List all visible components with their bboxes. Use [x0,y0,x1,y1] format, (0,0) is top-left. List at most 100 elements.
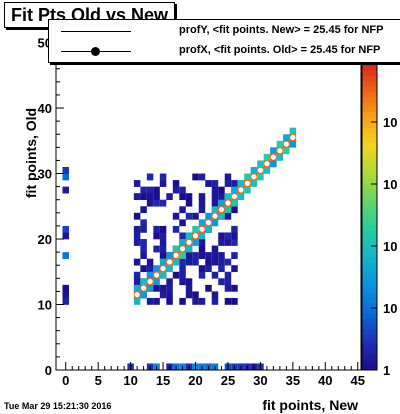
heatmap-cell [146,193,154,201]
legend-entry-profy: profY, <fit points. New> = 25.45 for NFP [49,21,400,41]
colorbar-segment [362,75,377,82]
profile-marker [205,220,212,226]
colorbar-segment [362,292,377,299]
colorbar-segment [362,235,377,242]
heatmap-cell [231,284,238,292]
heatmap-cell [218,265,225,273]
heatmap-cell [140,239,147,246]
colorbar-segment [362,204,377,211]
colorbar-segment [362,96,377,102]
heatmap-cell [192,173,199,181]
x-tick-label: 10 [123,373,137,388]
heatmap-cell [179,219,186,227]
heatmap-cell [218,278,225,286]
colorbar-segment [362,277,377,283]
heatmap-cell [224,258,232,266]
heatmap-cell [205,212,212,220]
heatmap-cell [185,199,193,207]
heatmap-cell [198,265,206,273]
heatmap-cell [140,265,147,273]
colorbar-tick-label: 1 [383,363,390,378]
profile-marker [173,252,179,258]
heatmap-cell [62,186,69,194]
heatmap-cell [257,160,264,168]
colorbar-segment [362,173,377,180]
y-tick-label: 20 [38,232,52,247]
heatmap-cell [166,265,173,273]
y-axis-label: fit points, Old [23,108,39,198]
profile-marker [225,200,231,206]
heatmap-cell [133,258,141,266]
profile-marker [179,246,186,252]
colorbar-segment [362,163,377,169]
profile-marker [153,272,160,278]
heatmap-cell [146,271,154,279]
colorbar-segment [362,220,377,226]
heatmap-cell [185,284,193,292]
colorbar-segment [362,266,377,273]
x-axis: 0 5 10 15 20 25 30 35 40 45 [62,362,365,388]
heatmap-cell [166,284,173,292]
heatmap-cell [198,271,206,279]
heatmap-cell [211,258,219,266]
colorbar-tick-label: 10 [383,115,397,130]
heatmap-cell [231,199,238,207]
heatmap-cell [146,284,154,292]
profile-marker [134,292,140,298]
profile-marker [264,161,270,167]
heatmap-cell [211,206,219,214]
profile-marker [160,265,166,272]
heatmap-cell [224,278,232,286]
profile-marker [186,239,192,245]
colorbar-segment [362,199,377,206]
colorbar-segment [362,153,377,159]
heatmap-cell [198,245,206,253]
colorbar-segment [362,302,377,309]
colorbar-segment [362,91,377,97]
profile-marker [218,206,225,213]
heatmap-cell [289,127,297,135]
colorbar-segment [362,349,377,355]
x-tick-label: 0 [62,373,69,388]
heatmap-cell [224,297,232,305]
profile-marker [290,134,296,141]
heatmap-cell [146,297,154,305]
heatmap-cell [192,252,199,259]
legend-label-profy: profY, <fit points. New> = 25.45 for NFP [179,24,384,36]
heatmap-cell [224,206,232,214]
heatmap-cell [179,271,186,279]
colorbar-tick-label: 10 [383,301,397,316]
colorbar-segment [362,364,377,371]
colorbar-segment [362,230,377,237]
heatmap-cell [159,252,167,259]
heatmap-cell [140,225,147,233]
heatmap-cell [159,284,167,292]
colorbar-segment [362,194,377,200]
heatmap-cell [224,173,232,181]
heatmap-cell [192,239,199,246]
heatmap-cell [140,252,147,259]
heatmap-cell [218,199,225,207]
profile-marker [166,259,173,265]
heatmap-cell [179,265,186,273]
heatmap-cell [211,291,219,299]
heatmap-cell [192,258,199,266]
heatmap-cell [133,193,141,201]
heatmap-cell [159,291,167,299]
heatmap-cell [205,258,212,266]
heatmap-cell [133,271,141,279]
profile-marker [251,174,257,180]
heatmap-cell [205,284,212,292]
heatmap-cell [140,278,147,286]
heatmap-cell [146,199,154,207]
heatmap-cell [153,284,160,292]
heatmap-cell [140,291,147,299]
heatmap-cell [192,212,199,220]
heatmap-cell [140,219,147,227]
colorbar-segment [362,339,377,345]
heatmap-cell [198,173,206,181]
colorbar-segment [362,122,377,128]
heatmap-cell [62,284,69,292]
